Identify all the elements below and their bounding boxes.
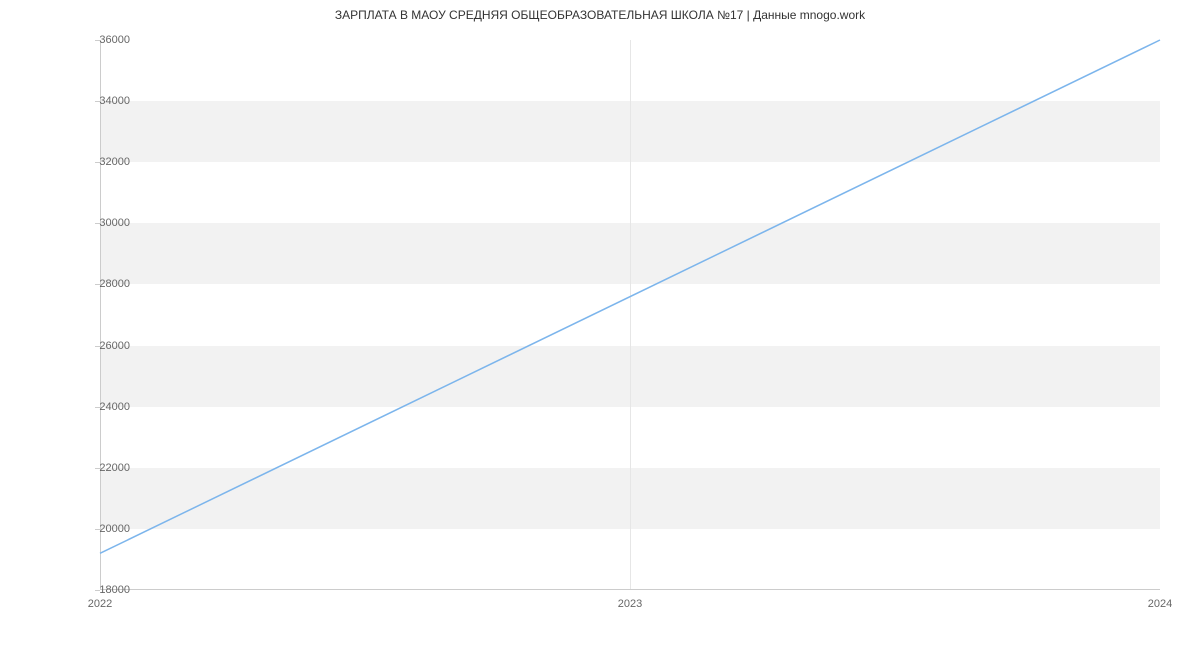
x-tick-label: 2023 — [618, 598, 642, 610]
chart-title: ЗАРПЛАТА В МАОУ СРЕДНЯЯ ОБЩЕОБРАЗОВАТЕЛЬ… — [0, 8, 1200, 22]
x-tick-label: 2024 — [1148, 598, 1172, 610]
x-tick-label: 2022 — [88, 598, 112, 610]
y-tick-label: 28000 — [99, 278, 130, 290]
y-tick-label: 22000 — [99, 462, 130, 474]
data-line — [100, 40, 1160, 553]
y-tick-label: 26000 — [99, 340, 130, 352]
y-tick-label: 32000 — [99, 156, 130, 168]
y-tick-label: 18000 — [99, 584, 130, 596]
y-tick-label: 30000 — [99, 217, 130, 229]
y-tick-label: 24000 — [99, 401, 130, 413]
data-line-svg — [100, 40, 1160, 590]
y-tick-label: 34000 — [99, 95, 130, 107]
chart-container: ЗАРПЛАТА В МАОУ СРЕДНЯЯ ОБЩЕОБРАЗОВАТЕЛЬ… — [0, 0, 1200, 650]
plot-area: 202220232024 — [100, 40, 1160, 590]
y-tick-label: 20000 — [99, 523, 130, 535]
y-tick-label: 36000 — [99, 34, 130, 46]
